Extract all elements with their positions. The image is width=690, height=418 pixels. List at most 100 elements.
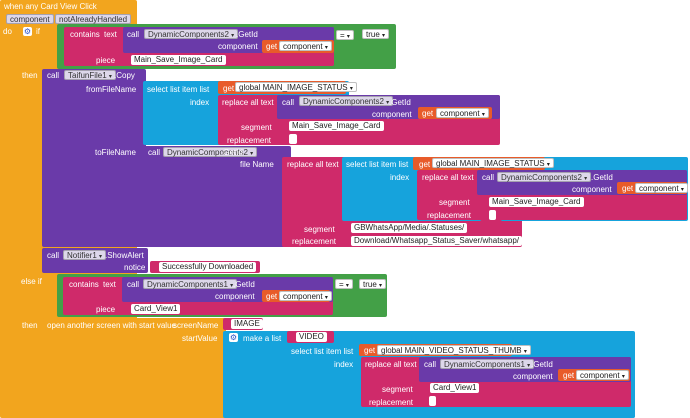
component-dropdown[interactable]: DynamicComponents1 ▾ xyxy=(143,279,238,289)
get-label: get xyxy=(266,292,278,301)
mutator-gear-icon[interactable]: ⚙ xyxy=(23,27,32,36)
call-label: call xyxy=(424,360,437,369)
component-arg-label: component xyxy=(572,185,612,194)
component-arg-label: component xyxy=(215,292,255,301)
variable-dropdown[interactable]: component ▾ xyxy=(436,108,489,118)
replacement-label: replacement xyxy=(427,211,472,220)
variable-dropdown[interactable]: component ▾ xyxy=(576,370,629,380)
start-value-label: startValue xyxy=(182,334,218,343)
event-param-handled[interactable]: notAlreadyHandled xyxy=(55,14,132,24)
variable-dropdown[interactable]: component ▾ xyxy=(279,291,332,301)
copy-method-label: .Copy xyxy=(114,71,135,80)
gallery-refresh-block[interactable] xyxy=(143,146,291,247)
call-label: call xyxy=(482,173,495,182)
global-variable-dropdown[interactable]: global MAIN_IMAGE_STATUS ▾ xyxy=(235,82,357,92)
component-dropdown[interactable]: DynamicComponents1 ▾ xyxy=(440,359,535,369)
open-another-screen-block[interactable] xyxy=(42,318,226,418)
if-keyword: if xyxy=(36,27,40,36)
method-label: .GetId xyxy=(221,148,243,157)
select-list-item-label: select list item list xyxy=(147,85,210,94)
replacement-label: replacement xyxy=(227,136,272,145)
get-label: get xyxy=(223,84,235,93)
contains-label: contains xyxy=(69,280,99,289)
to-filename-label: toFileName xyxy=(95,148,136,157)
segment-string[interactable]: Main_Save_Image_Card xyxy=(289,121,384,131)
get-label: get xyxy=(266,42,278,51)
component-dropdown[interactable]: DynamicComponents2 ▾ xyxy=(497,172,592,182)
get-label: get xyxy=(622,184,634,193)
then-keyword: then xyxy=(22,71,38,80)
segment-label: segment xyxy=(382,385,413,394)
copy-call-block[interactable] xyxy=(42,69,146,247)
segment-string[interactable]: GBWhatsApp/Media/.Statuses/ xyxy=(351,223,468,233)
get-label: get xyxy=(422,109,434,118)
true-dropdown[interactable]: true ▾ xyxy=(362,29,390,39)
method-label: .GetId xyxy=(591,173,613,182)
compare-operator-dropdown[interactable]: = ▾ xyxy=(336,30,354,40)
replacement-label: replacement xyxy=(369,398,414,407)
global-variable-dropdown[interactable]: global MAIN_VIDEO_STATUS_THUMB ▾ xyxy=(377,345,531,355)
component-arg-label: component xyxy=(513,372,553,381)
do-label: do xyxy=(3,27,12,36)
replace-all-text-label: replace all text xyxy=(222,98,274,107)
select-list-item-label: select list item list xyxy=(291,347,354,356)
call-label: call xyxy=(127,30,140,39)
replacement-string[interactable] xyxy=(429,396,436,406)
index-label: index xyxy=(190,98,210,107)
copy-component-dropdown[interactable]: TaifunFile1 ▾ xyxy=(64,70,116,80)
replacement-label: replacement xyxy=(292,237,337,246)
method-label: .GetId xyxy=(531,360,553,369)
replacement-string[interactable] xyxy=(289,134,297,144)
true-dropdown[interactable]: true ▾ xyxy=(359,279,387,289)
call-label: call xyxy=(282,98,295,107)
method-label: .GetId xyxy=(389,98,411,107)
text-label: text xyxy=(104,30,117,39)
replace-all-text-label: replace all text xyxy=(365,360,417,369)
event-header: when any Card View Click xyxy=(4,2,97,11)
component-dropdown[interactable]: DynamicComponents2 ▾ xyxy=(144,29,239,39)
index-label: index xyxy=(334,360,354,369)
video-string[interactable]: VIDEO xyxy=(296,332,327,342)
screen-string[interactable]: IMAGE xyxy=(231,319,263,329)
method-label: .GetId xyxy=(233,280,255,289)
open-screen-label: open another screen with start value xyxy=(47,321,176,330)
piece-label: piece xyxy=(96,56,116,65)
notice-string[interactable]: Successfully Downloaded xyxy=(159,262,257,272)
piece-label: piece xyxy=(96,305,116,314)
file-name-label: file Name xyxy=(240,160,274,169)
else-if-keyword: else if xyxy=(21,277,42,286)
compare-operator-dropdown[interactable]: = ▾ xyxy=(335,279,353,289)
contains-label: contains xyxy=(70,30,100,39)
segment-string[interactable]: Card_View1 xyxy=(430,383,480,393)
notice-label: notice xyxy=(124,263,146,272)
then-keyword: then xyxy=(22,321,38,330)
select-list-item-label: select list item list xyxy=(346,160,409,169)
replace-all-text-label: replace all text xyxy=(422,173,474,182)
make-a-list-label: make a list xyxy=(243,334,282,343)
copy-call-label: call xyxy=(47,71,60,80)
segment-string[interactable]: Main_Save_Image_Card xyxy=(489,197,584,207)
segment-label: segment xyxy=(241,123,272,132)
piece-string[interactable]: Card_View1 xyxy=(131,304,181,314)
variable-dropdown[interactable]: component ▾ xyxy=(279,41,332,51)
call-label: call xyxy=(127,280,140,289)
component-arg-label: component xyxy=(218,42,258,51)
piece-string[interactable]: Main_Save_Image_Card xyxy=(131,55,226,65)
from-filename-label: fromFileName xyxy=(86,85,137,94)
if-block[interactable] xyxy=(16,24,42,418)
call-label: call xyxy=(148,148,161,157)
replacement-string[interactable] xyxy=(489,210,496,220)
replace-all-text-label: replace all text xyxy=(287,160,339,169)
mutator-gear-icon[interactable]: ⚙ xyxy=(229,333,238,342)
get-label: get xyxy=(364,346,376,355)
event-param-component[interactable]: component xyxy=(6,14,54,24)
notifier-component-dropdown[interactable]: Notifier1 ▾ xyxy=(63,250,107,260)
text-label: text xyxy=(103,280,116,289)
variable-dropdown[interactable]: component ▾ xyxy=(635,183,688,193)
segment-label: segment xyxy=(439,198,470,207)
global-variable-dropdown[interactable]: global MAIN_IMAGE_STATUS ▾ xyxy=(432,158,554,168)
component-dropdown[interactable]: DynamicComponents2 ▾ xyxy=(299,96,394,106)
tools-component-dropdown[interactable]: DynamicComponents2 ▾ xyxy=(163,147,258,157)
segment-label: segment xyxy=(304,225,335,234)
replacement-string[interactable]: Download/Whatsapp_Status_Saver/whatsapp/ xyxy=(351,236,522,246)
